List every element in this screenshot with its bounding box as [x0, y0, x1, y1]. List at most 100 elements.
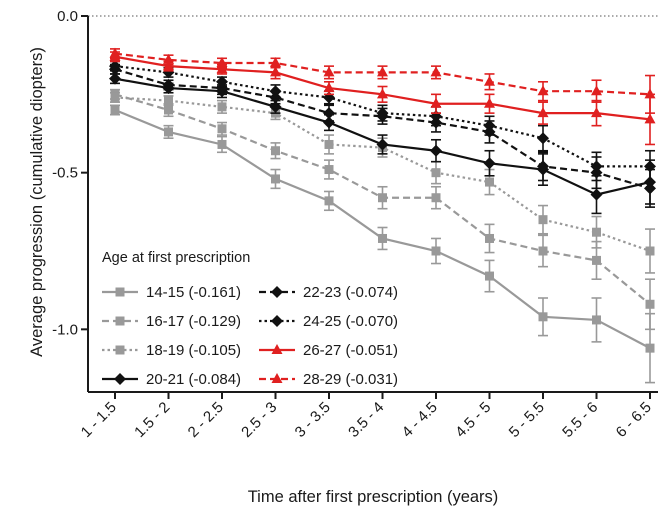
legend-swatch-marker [271, 344, 283, 354]
data-point [269, 85, 282, 98]
x-tick-label: 4 - 4.5 [399, 399, 441, 441]
legend-item-6: 24-25 (-0.070) [259, 313, 398, 330]
data-point [483, 119, 496, 132]
legend: Age at first prescription 14-15 (-0.161) 1… [102, 250, 398, 388]
data-point [376, 138, 389, 151]
data-point [110, 105, 120, 115]
legend-label: 20-21 (-0.084) [146, 371, 241, 388]
data-point [323, 116, 335, 129]
data-point [109, 72, 121, 85]
y-tick-label: -0.5 [52, 165, 78, 182]
legend-swatch-marker [271, 315, 283, 327]
legend-label: 26-27 (-0.051) [303, 342, 398, 359]
data-point [270, 57, 281, 67]
legend-label: 28-29 (-0.031) [303, 371, 398, 388]
data-point [485, 271, 494, 281]
data-point [323, 82, 335, 93]
legend-item-1: 14-15 (-0.161) [102, 284, 241, 301]
data-point [485, 177, 494, 187]
data-point [378, 193, 387, 203]
data-point [217, 124, 227, 134]
legend-label: 22-23 (-0.074) [303, 284, 398, 301]
legend-swatch-marker [115, 287, 125, 297]
data-point [644, 160, 656, 173]
data-point [271, 146, 280, 156]
data-point [645, 246, 655, 256]
data-point [376, 107, 389, 120]
plot-area [109, 47, 656, 384]
data-point [324, 196, 334, 206]
data-point [324, 139, 334, 149]
data-point [538, 246, 548, 256]
data-point [645, 343, 655, 353]
legend-label: 14-15 (-0.161) [146, 284, 241, 301]
legend-swatch-marker [271, 286, 283, 298]
legend-item-2: 16-17 (-0.129) [102, 313, 241, 330]
legend-swatch-marker [271, 373, 283, 383]
data-point [537, 160, 549, 173]
data-point [590, 188, 603, 201]
x-tick-label: 4.5 - 5 [452, 399, 494, 441]
legend-label: 24-25 (-0.070) [303, 313, 398, 330]
data-point [537, 107, 549, 118]
data-point [164, 96, 173, 106]
legend-swatch-marker [115, 316, 125, 326]
data-point [162, 78, 175, 91]
legend-label: 16-17 (-0.129) [146, 313, 241, 330]
legend-item-3: 18-19 (-0.105) [102, 342, 241, 359]
data-point [431, 168, 441, 178]
series-line [114, 65, 650, 168]
series-8 [109, 47, 656, 114]
data-point [538, 215, 548, 225]
data-point [109, 47, 121, 58]
data-point [216, 75, 228, 88]
series-5 [109, 63, 656, 208]
data-point [109, 60, 121, 73]
legend-swatch-marker [115, 345, 125, 355]
y-tick-label: 0.0 [57, 8, 78, 25]
x-tick-label: 1 - 1.5 [78, 399, 120, 441]
data-point [537, 85, 549, 96]
x-tick-label: 1.5 - 2 [131, 399, 173, 441]
legend-item-8: 28-29 (-0.031) [259, 371, 398, 388]
series-1 [110, 104, 655, 384]
data-point [591, 107, 602, 118]
data-point [483, 157, 496, 170]
data-point [377, 66, 388, 77]
data-point [377, 88, 388, 99]
y-tick-label: -1.0 [52, 321, 78, 338]
data-point [537, 132, 549, 145]
data-point [271, 174, 280, 184]
legend-item-7: 26-27 (-0.051) [259, 342, 398, 359]
data-point [217, 102, 227, 112]
x-tick-label: 3 - 3.5 [292, 399, 334, 441]
data-point [485, 233, 494, 243]
data-point [110, 92, 120, 102]
data-point [592, 255, 601, 265]
data-point [430, 97, 442, 108]
data-point [644, 113, 656, 124]
data-point [324, 165, 334, 175]
data-point [163, 53, 174, 64]
data-point [164, 127, 173, 137]
data-point [538, 312, 548, 322]
series-7 [109, 50, 656, 146]
data-point [591, 85, 602, 96]
legend-item-5: 22-23 (-0.074) [259, 284, 398, 301]
data-point [644, 182, 656, 195]
series-6 [109, 60, 656, 183]
data-point [590, 160, 603, 173]
data-point [216, 57, 228, 67]
data-point [323, 66, 335, 77]
data-point [430, 66, 442, 77]
data-point [484, 75, 495, 86]
legend-label: 18-19 (-0.105) [146, 342, 241, 359]
data-point [484, 97, 495, 108]
x-tick-label: 2.5 - 3 [238, 399, 280, 441]
data-point [431, 246, 441, 256]
y-axis-title: Average progression (cumulative diopters… [28, 47, 46, 357]
x-tick-label: 5 - 5.5 [506, 399, 548, 441]
data-point [644, 88, 656, 99]
data-point [592, 315, 601, 325]
data-point [645, 299, 655, 309]
